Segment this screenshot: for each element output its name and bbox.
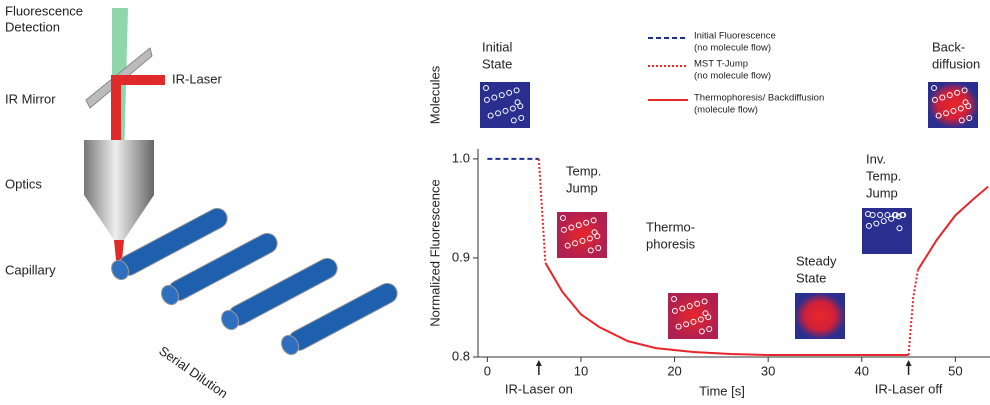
y-tick-label: 0.8 [452,348,470,363]
molecule-icon [668,293,718,339]
x-tick-label: 20 [667,363,681,378]
objective-tip [84,195,154,240]
state-label: Back- [932,39,965,54]
x-tick-label: 10 [574,363,588,378]
legend-label: Thermophoresis/ Backdiffusion [694,93,824,104]
state-label: Thermo- [646,219,695,234]
annotation: IR-Laser on [505,381,573,396]
icon-box [795,293,845,339]
molecule-icon [480,82,530,128]
objective [84,140,154,195]
label: Serial Dilution [156,343,230,400]
x-tick-label: 0 [484,363,491,378]
y-axis-label: Normalized Fluorescence [427,179,442,326]
y-tick-label: 0.9 [452,249,470,264]
molecule-icon [928,82,978,128]
label: Fluorescence [5,3,83,18]
arrow-head [906,360,912,366]
legend-detail: (no molecule flow) [694,71,771,82]
state-label: Jump [566,180,598,195]
label: IR Mirror [5,91,56,106]
instrument-diagram: Fluorescence Detection IR-Laser IR Mirro… [5,3,401,400]
state-label: Initial [482,39,512,54]
legend-label: MST T-Jump [694,59,748,70]
state-label: Steady [796,253,837,268]
label: Capillary [5,262,56,277]
molecule-icon [862,208,912,254]
x-tick-label: 30 [761,363,775,378]
page: Fluorescence Detection IR-Laser IR Mirro… [0,0,990,405]
legend-detail: (no molecule flow) [694,43,771,54]
state-label: diffusion [932,56,980,71]
x-axis-label: Time [s] [699,383,745,398]
x-tick-label: 40 [855,363,869,378]
annotation: IR-Laser off [875,381,943,396]
state-label: Jump [866,185,898,200]
state-label: Inv. [866,151,886,166]
x-tick-label: 50 [948,363,962,378]
state-label: phoresis [646,236,696,251]
molecule-icon [557,212,607,258]
molecule-icon [795,293,845,339]
arrow-head [536,360,542,366]
state-label: State [796,270,826,285]
label: Detection [5,19,60,34]
state-label: Temp. [866,168,901,183]
legend-label: Initial Fluorescence [694,31,776,42]
label: Optics [5,176,42,191]
capillaries [108,205,400,358]
figure: Fluorescence Detection IR-Laser IR Mirro… [0,0,990,400]
state-label: Temp. [566,163,601,178]
y-tick-label: 1.0 [452,150,470,165]
legend-detail: (molecule flow) [694,105,758,116]
series-line [545,187,988,355]
row-label: Molecules [427,65,442,124]
state-label: State [482,56,512,71]
label: IR-Laser [172,71,223,86]
